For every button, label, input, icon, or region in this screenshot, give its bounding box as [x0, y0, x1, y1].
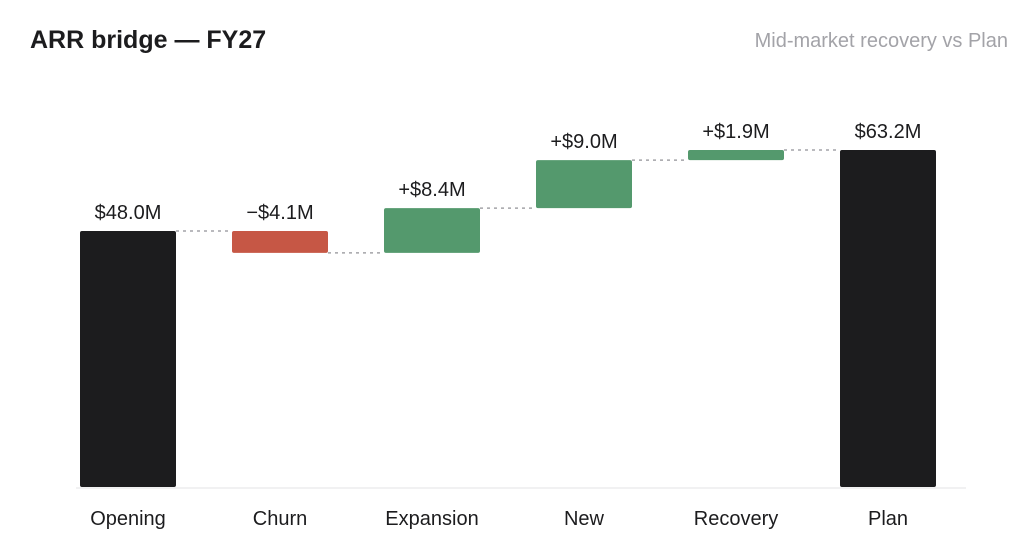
bar-opening: [80, 231, 176, 487]
chart-subtitle: Mid-market recovery vs Plan: [754, 30, 1008, 52]
value-labels: $48.0M −$4.1M +$8.4M +$9.0M +$1.9M $63.2M: [95, 121, 922, 224]
bars: [80, 150, 936, 487]
value-label-churn: −$4.1M: [246, 202, 313, 224]
category-labels: Opening Churn Expansion New Recovery Plan: [90, 508, 908, 530]
value-label-new: +$9.0M: [550, 131, 617, 153]
bar-churn: [232, 231, 328, 253]
value-label-plan: $63.2M: [855, 121, 922, 143]
category-label-new: New: [564, 508, 605, 530]
bar-new: [536, 160, 632, 209]
value-label-recovery: +$1.9M: [702, 121, 769, 143]
bar-expansion: [384, 208, 480, 253]
category-label-recovery: Recovery: [694, 508, 778, 530]
value-label-expansion: +$8.4M: [398, 179, 465, 201]
chart-title: ARR bridge — FY27: [30, 26, 267, 54]
bar-recovery: [688, 150, 784, 161]
value-label-opening: $48.0M: [95, 202, 162, 224]
category-label-churn: Churn: [253, 508, 307, 530]
bar-plan: [840, 150, 936, 487]
category-label-opening: Opening: [90, 508, 166, 530]
connector-lines: [176, 149, 840, 254]
category-label-plan: Plan: [868, 508, 908, 530]
category-label-expansion: Expansion: [385, 508, 478, 530]
